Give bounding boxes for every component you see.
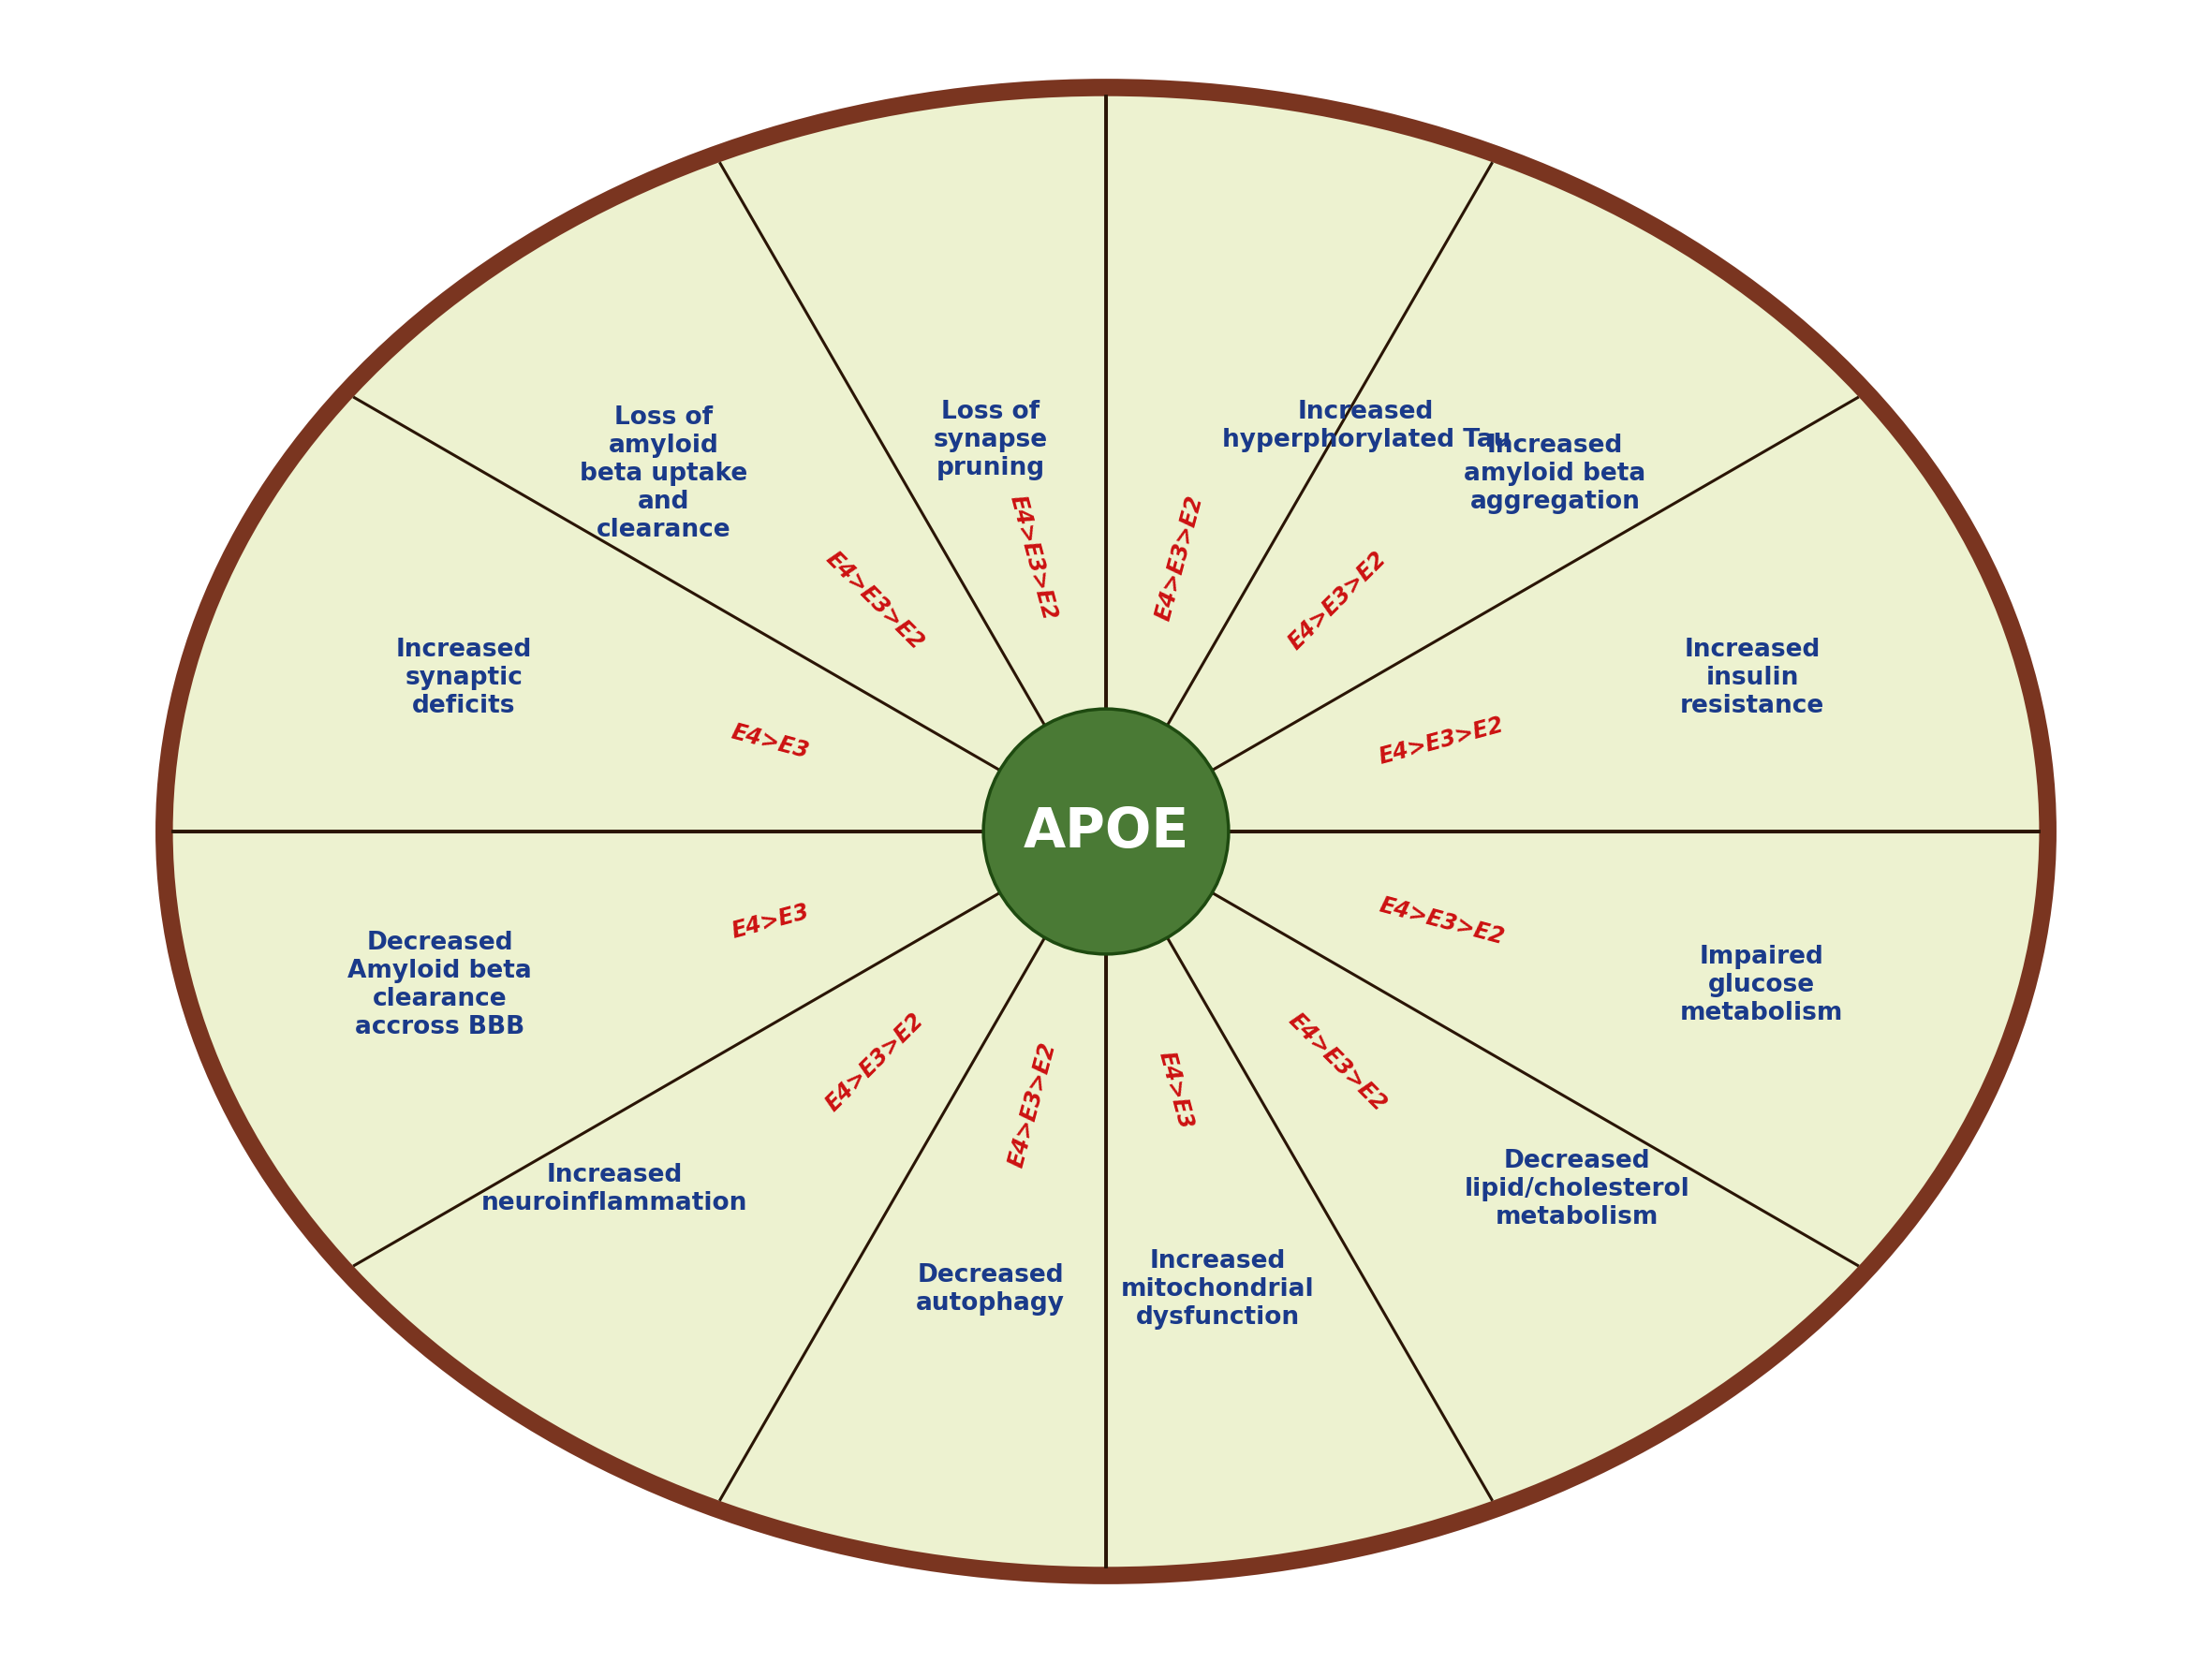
Text: E4>E3>E2: E4>E3>E2 xyxy=(821,1009,929,1116)
Text: APOE: APOE xyxy=(1022,805,1190,858)
Text: E4>E3>E2: E4>E3>E2 xyxy=(1376,713,1506,768)
Text: E4>E3>E2: E4>E3>E2 xyxy=(1004,1039,1060,1171)
Text: Impaired
glucose
metabolism: Impaired glucose metabolism xyxy=(1681,945,1843,1026)
Text: E4>E3: E4>E3 xyxy=(730,720,812,763)
Text: Decreased
Amyloid beta
clearance
accross BBB: Decreased Amyloid beta clearance accross… xyxy=(347,931,531,1039)
Text: Increased
mitochondrial
dysfunction: Increased mitochondrial dysfunction xyxy=(1121,1249,1314,1329)
Text: E4>E3>E2: E4>E3>E2 xyxy=(1004,492,1060,624)
Text: E4>E3>E2: E4>E3>E2 xyxy=(1283,547,1391,654)
Ellipse shape xyxy=(155,78,2057,1585)
Text: Decreased
lipid/cholesterol
metabolism: Decreased lipid/cholesterol metabolism xyxy=(1464,1149,1690,1231)
Text: Loss of
synapse
pruning: Loss of synapse pruning xyxy=(933,399,1048,481)
Text: Loss of
amyloid
beta uptake
and
clearance: Loss of amyloid beta uptake and clearanc… xyxy=(580,406,748,542)
Text: Increased
insulin
resistance: Increased insulin resistance xyxy=(1681,637,1825,718)
Text: Increased
hyperphorylated Tau: Increased hyperphorylated Tau xyxy=(1221,399,1511,452)
Circle shape xyxy=(984,708,1228,955)
Text: E4>E3: E4>E3 xyxy=(730,900,812,943)
Text: E4>E3>E2: E4>E3>E2 xyxy=(1283,1009,1391,1116)
Text: Increased
amyloid beta
aggregation: Increased amyloid beta aggregation xyxy=(1464,432,1646,514)
Text: E4>E3>E2: E4>E3>E2 xyxy=(1152,492,1208,624)
Text: E4>E3>E2: E4>E3>E2 xyxy=(1376,895,1506,950)
Text: Increased
synaptic
deficits: Increased synaptic deficits xyxy=(396,637,531,718)
Text: E4>E3: E4>E3 xyxy=(1155,1049,1197,1133)
Ellipse shape xyxy=(173,96,2039,1567)
Text: E4>E3>E2: E4>E3>E2 xyxy=(821,547,929,654)
Text: Increased
neuroinflammation: Increased neuroinflammation xyxy=(482,1164,748,1216)
Text: Decreased
autophagy: Decreased autophagy xyxy=(916,1264,1064,1315)
